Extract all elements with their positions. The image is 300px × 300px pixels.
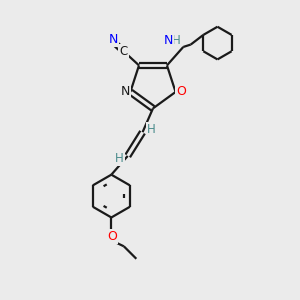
Text: H: H <box>115 152 124 165</box>
Text: N: N <box>120 85 130 98</box>
Text: H: H <box>146 123 155 136</box>
Text: C: C <box>119 45 128 58</box>
Text: N: N <box>109 34 118 46</box>
Text: O: O <box>107 230 117 243</box>
Text: H: H <box>172 34 180 47</box>
Text: O: O <box>176 85 186 98</box>
Text: N: N <box>164 34 173 47</box>
